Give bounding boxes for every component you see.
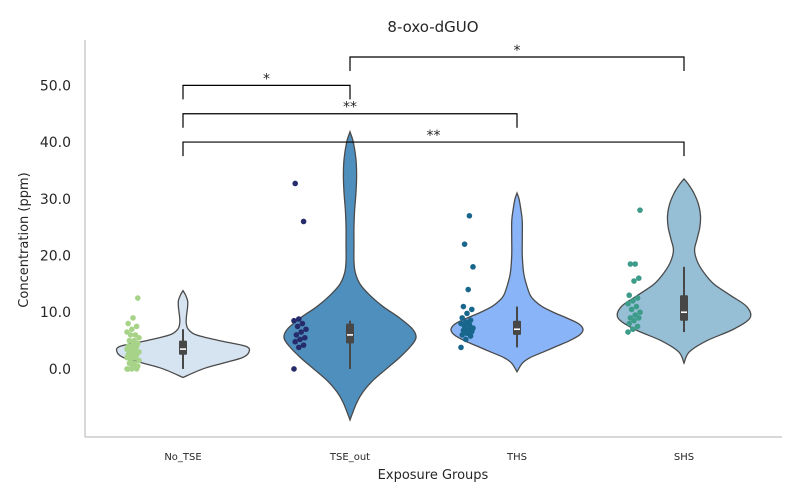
data-point	[296, 344, 302, 351]
data-point	[135, 295, 141, 301]
data-point	[628, 306, 635, 313]
data-point	[297, 336, 303, 343]
data-point	[300, 342, 307, 348]
data-point	[296, 316, 302, 322]
data-point	[636, 275, 642, 282]
data-point	[625, 300, 631, 307]
significance-label: **	[427, 128, 441, 144]
violin-body	[450, 191, 584, 374]
data-point	[131, 337, 137, 344]
data-point	[466, 213, 473, 219]
data-point	[458, 320, 464, 327]
data-point	[133, 323, 140, 330]
violins	[115, 129, 752, 422]
data-point	[464, 310, 470, 317]
data-point	[291, 317, 297, 324]
significance-label: **	[343, 100, 357, 116]
y-tick-label: 0.0	[49, 362, 71, 378]
x-axis-label: Exposure Groups	[378, 468, 489, 483]
data-point	[632, 261, 638, 267]
data-point	[294, 323, 301, 330]
data-point	[470, 264, 476, 270]
data-point	[627, 315, 634, 321]
data-point	[132, 332, 139, 338]
data-point	[300, 218, 307, 225]
violin-iqr-box	[346, 323, 354, 344]
axes: 0.0 10.0 20.0 30.0 40.0 50.0 No_TSE TSE_out THS S…	[40, 40, 782, 463]
data-point	[298, 329, 305, 335]
data-point	[626, 292, 632, 299]
data-point	[469, 306, 475, 313]
data-point	[303, 326, 309, 333]
data-point	[124, 329, 130, 335]
data-point	[302, 334, 308, 341]
chart-title: 8-oxo-dGUO	[387, 18, 478, 36]
data-point	[125, 343, 131, 350]
data-point	[633, 303, 640, 310]
data-points	[124, 180, 643, 372]
data-point	[634, 295, 641, 301]
data-point	[460, 303, 467, 310]
data-point	[626, 320, 632, 327]
significance-label: *	[514, 43, 521, 59]
data-point	[461, 241, 468, 247]
significance-bracket	[182, 113, 518, 128]
data-point	[632, 312, 638, 318]
data-point	[463, 319, 469, 325]
data-point	[125, 320, 131, 327]
data-point	[463, 336, 469, 343]
data-point	[125, 366, 131, 372]
data-point	[627, 261, 634, 267]
data-point	[459, 315, 466, 321]
data-point	[458, 344, 464, 351]
significance-bracket	[182, 141, 685, 157]
data-point	[470, 325, 476, 331]
data-point	[126, 337, 133, 344]
data-point	[459, 332, 466, 338]
y-tick-label: 10.0	[40, 305, 71, 321]
violin-body	[283, 129, 417, 422]
y-axis-label: Concentration (ppm)	[17, 172, 32, 307]
data-point	[292, 180, 299, 187]
data-point	[631, 278, 637, 284]
data-point	[467, 317, 474, 323]
x-tick-label: TSE_out	[329, 452, 370, 463]
x-tick-label: SHS	[674, 452, 694, 463]
data-point	[129, 326, 135, 333]
x-tick-label: THS	[506, 452, 527, 463]
y-tick-label: 20.0	[40, 249, 71, 265]
significance-bracket	[182, 84, 351, 100]
data-point	[465, 286, 472, 293]
significance-label: *	[263, 71, 270, 87]
data-point	[637, 207, 643, 213]
data-point	[634, 323, 641, 330]
data-point	[630, 326, 636, 333]
y-tick-label: 50.0	[40, 78, 71, 94]
data-point	[292, 338, 299, 345]
violin-iqr-box	[513, 320, 521, 335]
data-point	[299, 320, 306, 327]
data-point	[291, 366, 297, 372]
y-tick-label: 40.0	[40, 135, 71, 151]
violin-iqr-box	[179, 340, 187, 355]
data-point	[625, 329, 631, 335]
x-tick-label: No_TSE	[164, 452, 201, 463]
violin-iqr-box	[680, 295, 688, 321]
significance-bracket	[349, 56, 685, 72]
y-tick-label: 30.0	[40, 192, 71, 208]
data-point	[130, 315, 136, 321]
data-point	[630, 298, 636, 304]
data-point	[637, 309, 643, 316]
significance-brackets: ******	[182, 43, 685, 157]
data-point	[293, 332, 300, 338]
